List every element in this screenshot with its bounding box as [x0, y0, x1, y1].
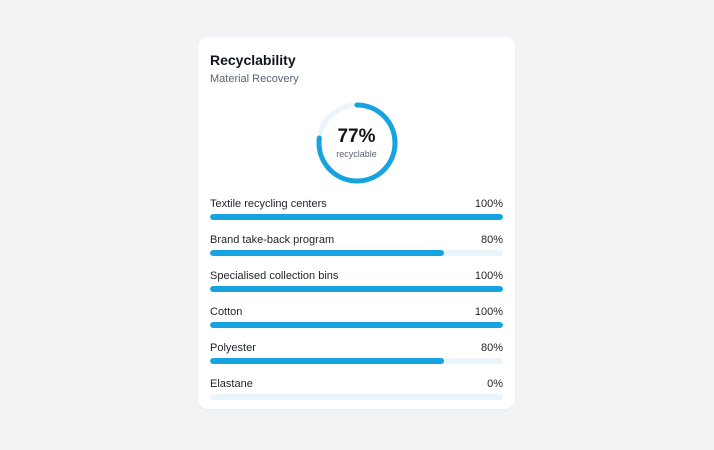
recyclable-gauge: 77% recyclable: [314, 100, 400, 186]
progress-fill: [210, 214, 503, 220]
row-value: 100%: [474, 198, 503, 210]
row-label: Textile recycling centers: [210, 198, 327, 210]
list-item: Textile recycling centers 100%: [210, 198, 503, 234]
row-value: 80%: [480, 234, 503, 246]
gauge-arc: [316, 102, 397, 184]
recovery-list: Textile recycling centers 100% Brand tak…: [210, 198, 503, 414]
progress-track: [210, 394, 503, 400]
row-value: 80%: [480, 342, 503, 354]
progress-fill: [210, 286, 503, 292]
progress-track: [210, 286, 503, 292]
recyclability-card: Recyclability Material Recovery 77% recy…: [198, 37, 515, 409]
card-subtitle: Material Recovery: [210, 73, 299, 85]
progress-fill: [210, 250, 445, 256]
row-label: Specialised collection bins: [210, 270, 339, 282]
gauge-value: 77%: [337, 126, 376, 147]
list-item: Polyester 80%: [210, 342, 503, 378]
progress-track: [210, 250, 503, 256]
row-label: Elastane: [210, 378, 253, 390]
progress-track: [210, 322, 503, 328]
card-title: Recyclability: [210, 52, 296, 68]
row-value: 0%: [487, 378, 503, 390]
list-item: Elastane 0%: [210, 378, 503, 414]
list-item: Brand take-back program 80%: [210, 234, 503, 270]
progress-fill: [210, 322, 503, 328]
progress-track: [210, 214, 503, 220]
gauge-label: recyclable: [336, 149, 377, 159]
progress-fill: [210, 358, 445, 364]
gauge-ring: [316, 102, 397, 184]
row-value: 100%: [474, 306, 503, 318]
row-label: Brand take-back program: [210, 234, 335, 246]
progress-track: [210, 358, 503, 364]
list-item: Specialised collection bins 100%: [210, 270, 503, 306]
list-item: Cotton 100%: [210, 306, 503, 342]
row-label: Polyester: [210, 342, 256, 354]
row-label: Cotton: [210, 306, 243, 318]
row-value: 100%: [474, 270, 503, 282]
